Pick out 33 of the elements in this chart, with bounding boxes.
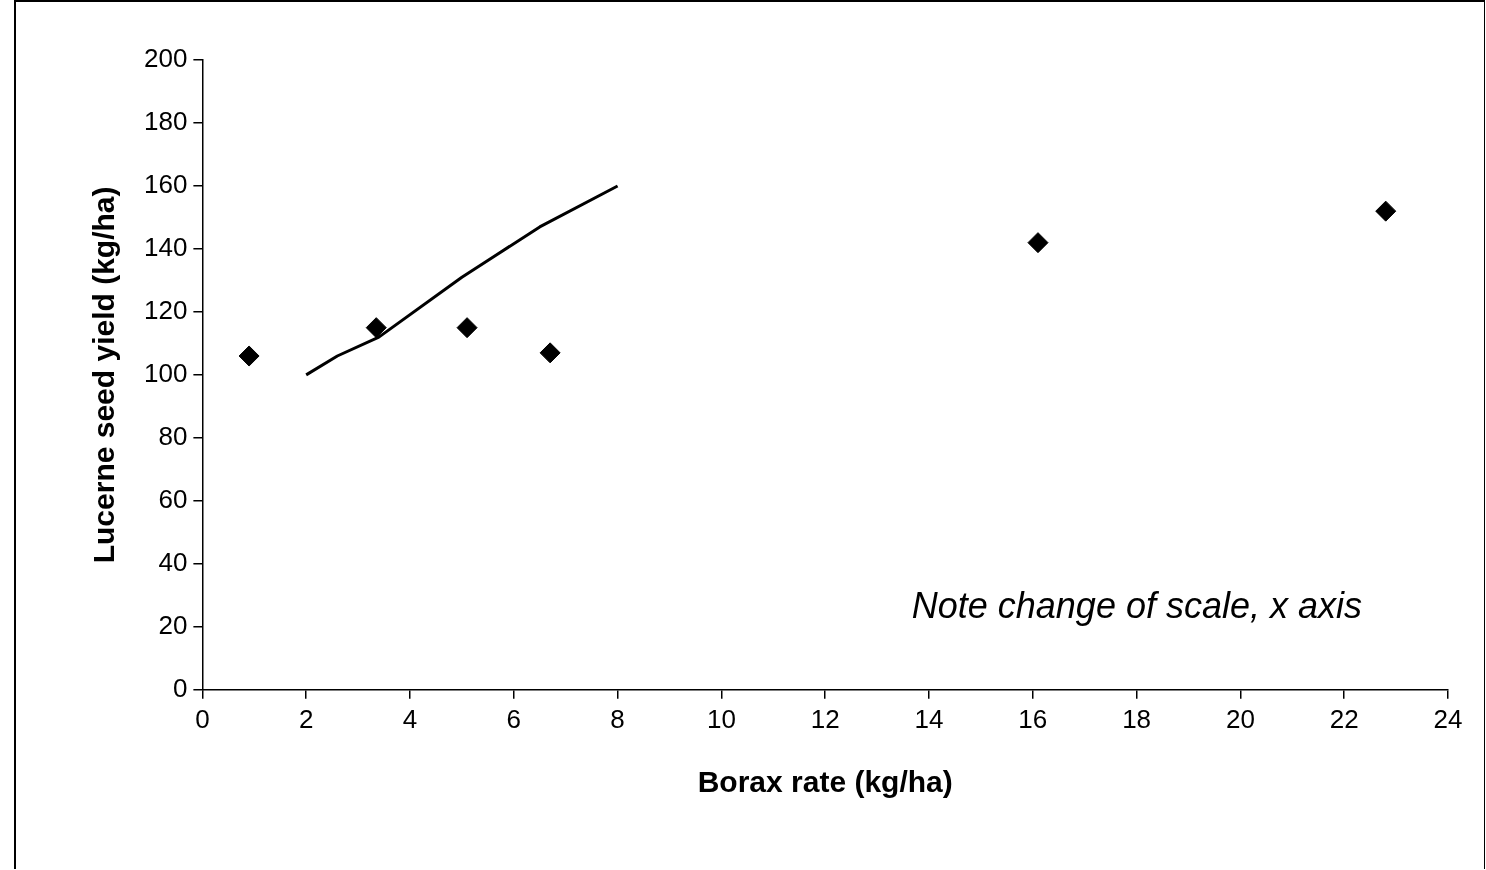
y-tick-label: 80 — [158, 421, 188, 452]
point — [539, 342, 561, 364]
x-tick-label: 18 — [1122, 703, 1152, 734]
x-tick-label: 10 — [706, 703, 736, 734]
y-tick-label: 140 — [143, 232, 188, 263]
y-tick-label: 120 — [143, 295, 188, 326]
x-tick-label: 2 — [298, 703, 314, 734]
x-tick-label: 12 — [810, 703, 840, 734]
x-tick-label: 0 — [195, 703, 210, 734]
x-tick-label: 20 — [1225, 703, 1255, 734]
x-tick-label: 22 — [1329, 703, 1359, 734]
point — [365, 317, 387, 339]
point — [1027, 232, 1049, 254]
y-tick-label: 200 — [143, 43, 188, 74]
point — [456, 317, 478, 339]
x-tick-label: 4 — [402, 703, 418, 734]
y-tick-label: 180 — [143, 106, 188, 137]
x-axis-title: Borax rate (kg/ha) — [697, 765, 953, 799]
y-tick-label: 100 — [143, 358, 188, 389]
annotation: Note change of scale, x axis — [911, 584, 1362, 626]
x-tick-label: 24 — [1433, 703, 1463, 734]
point — [1375, 200, 1397, 222]
point — [238, 345, 260, 367]
y-tick-label: 20 — [158, 609, 188, 640]
x-tick-label: 8 — [610, 703, 625, 734]
x-tick-label: 6 — [506, 703, 522, 734]
y-axis-title: Lucerne seed yield (kg/ha) — [87, 186, 121, 564]
y-tick-label: 0 — [172, 672, 188, 703]
y-tick-label: 60 — [158, 484, 188, 515]
x-tick-label: 16 — [1018, 703, 1048, 734]
x-tick-label: 14 — [914, 703, 944, 734]
y-tick-label: 40 — [158, 547, 188, 578]
y-tick-label: 160 — [143, 169, 188, 200]
